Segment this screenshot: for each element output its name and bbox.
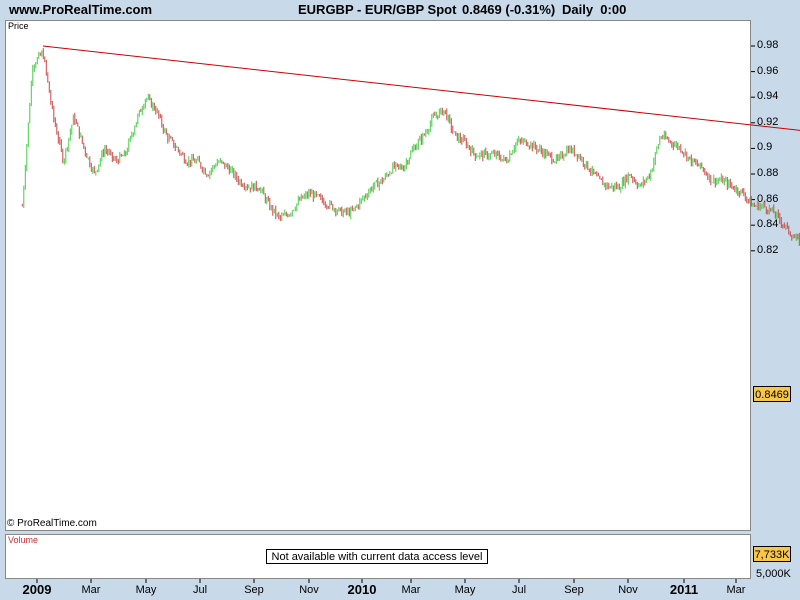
x-tick-label: May: [454, 584, 476, 596]
volume-scale-label: 5,000K: [756, 568, 791, 580]
x-tick-label: 2011: [669, 582, 699, 597]
volume-value-badge: 7,733K: [753, 546, 791, 562]
y-tick-label: 0.88: [757, 167, 779, 179]
x-tick-label: Mar: [401, 584, 421, 596]
x-tick-label: Mar: [81, 584, 101, 596]
y-tick-label: 0.94: [757, 90, 779, 103]
y-tick-label: 0.98: [757, 39, 779, 51]
price-panel[interactable]: [5, 20, 751, 531]
copyright-text: © ProRealTime.com: [7, 518, 97, 529]
site-url[interactable]: www.ProRealTime.com: [9, 2, 153, 17]
y-tick-label: 0.82: [757, 243, 779, 256]
x-tick-label: 2010: [347, 582, 377, 597]
y-tick-label: 0.92: [757, 115, 779, 128]
chart-period: Daily 0:00: [562, 2, 627, 17]
y-tick-label: 0.86: [757, 192, 779, 205]
current-price-badge: 0.8469: [753, 386, 791, 402]
x-tick-label: Jul: [192, 584, 208, 596]
x-tick-label: Sep: [564, 584, 584, 596]
candles: [21, 48, 800, 246]
top-bar: www.ProRealTime.com EURGBP - EUR/GBP Spo…: [0, 0, 800, 20]
chart-price-info: 0.8469 (-0.31%): [462, 2, 556, 17]
volume-notice: Not available with current data access l…: [266, 549, 488, 564]
x-tick-label: Sep: [244, 584, 264, 596]
x-tick-label: May: [135, 584, 157, 596]
y-tick-label: 0.96: [757, 64, 779, 77]
chart-title: EURGBP - EUR/GBP Spot: [298, 2, 457, 17]
price-panel-label: Price: [8, 21, 29, 31]
x-tick-label: 2009: [22, 582, 52, 597]
x-tick-label: Jul: [511, 584, 527, 596]
x-tick-label: Mar: [726, 584, 746, 596]
x-tick-label: Nov: [618, 584, 638, 596]
x-tick-label: Nov: [299, 584, 319, 596]
y-tick-label: 0.9: [757, 141, 773, 154]
volume-panel-label: Volume: [8, 535, 39, 545]
resistance-trendline[interactable]: [42, 45, 800, 178]
y-tick-label: 0.84: [757, 218, 779, 231]
